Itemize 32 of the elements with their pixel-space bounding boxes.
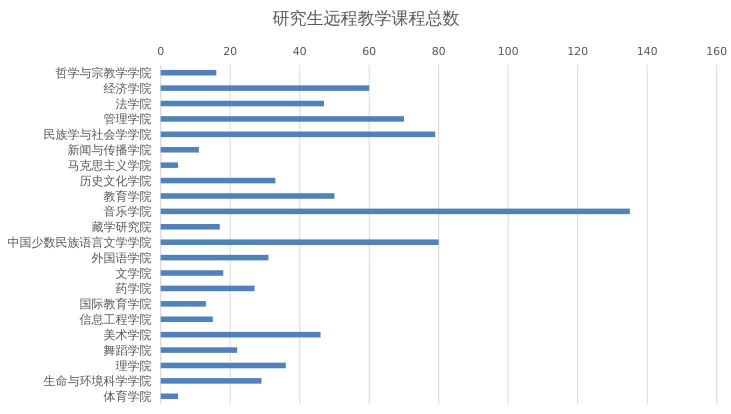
y-tick-label: 新闻与传播学院	[68, 143, 152, 158]
y-tick-label: 外国语学院	[92, 250, 152, 265]
y-tick-label: 经济学院	[104, 81, 152, 96]
x-tick-label: 60	[362, 45, 376, 58]
title: 研究生远程教学课程总数	[272, 9, 460, 29]
x-tick-label: 40	[292, 45, 307, 58]
y-tick-label: 音乐学院	[104, 204, 152, 219]
y-tick-label: 民族学与社会学学院	[44, 128, 152, 142]
y-tick-label: 马克思主义学院	[68, 158, 152, 172]
y-tick-label: 教育学院	[104, 189, 152, 204]
y-tick-label: 药学院	[116, 282, 152, 296]
y-tick-label: 文学院	[116, 266, 152, 280]
x-tick-label: 160	[706, 45, 728, 58]
y-tick-label: 中国少数民族语言文学学院	[8, 236, 152, 250]
x-tick-label: 100	[498, 45, 519, 58]
x-tick-label: 20	[223, 45, 238, 58]
y-tick-label: 体育学院	[104, 390, 152, 404]
y-tick-label: 藏学研究院	[92, 220, 152, 234]
y-tick-label: 哲学与宗教学学院	[56, 66, 152, 80]
y-tick-label: 历史文化学院	[80, 174, 152, 188]
y-tick-label: 国际教育学院	[80, 297, 152, 312]
x-tick-label: 120	[567, 45, 588, 58]
y-tick-label: 生命与环境科学学院	[44, 374, 152, 388]
x-tick-label: 140	[636, 45, 658, 58]
y-tick-label: 管理学院	[104, 112, 152, 126]
y-tick-label: 舞蹈学院	[104, 343, 152, 358]
y-tick-label: 美术学院	[104, 328, 152, 342]
x-tick-label: 0	[157, 45, 164, 58]
y-tick-label: 法学院	[116, 96, 152, 111]
y-tick-label: 理学院	[116, 358, 152, 373]
y-tick-label: 信息工程学院	[80, 312, 152, 327]
x-tick-label: 80	[432, 45, 446, 58]
